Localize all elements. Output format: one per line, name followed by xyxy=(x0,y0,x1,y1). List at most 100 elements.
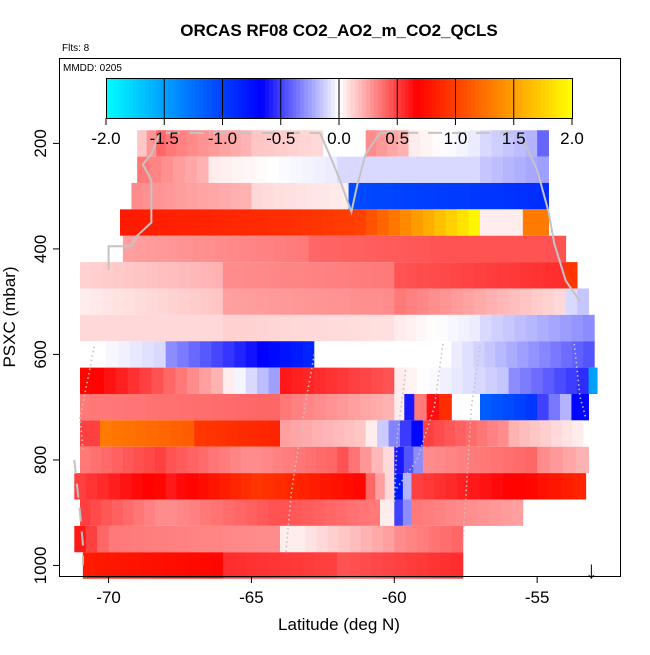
y-tick-label: 200 xyxy=(31,129,50,157)
heatmap-cell xyxy=(319,235,331,263)
heatmap-cell xyxy=(537,473,550,500)
colorbar-swatch xyxy=(183,78,188,118)
colorbar-swatch xyxy=(385,78,390,118)
heatmap-cell xyxy=(495,341,507,368)
heatmap-cell xyxy=(175,367,188,394)
colorbar-swatch xyxy=(187,78,192,118)
heatmap-cell xyxy=(529,420,541,447)
heatmap-cell xyxy=(462,288,475,315)
heatmap-cell xyxy=(164,552,177,579)
heatmap-cell xyxy=(316,525,329,553)
heatmap-cell xyxy=(290,156,303,183)
heatmap-cell xyxy=(234,341,247,368)
colorbar-swatch xyxy=(564,78,569,118)
heatmap-cell xyxy=(142,182,154,210)
heatmap-cell xyxy=(514,473,527,500)
heatmap-cell xyxy=(94,341,107,368)
heatmap-cell xyxy=(219,130,231,157)
colorbar-swatch xyxy=(133,78,138,118)
colorbar-swatch xyxy=(195,78,200,118)
colorbar-swatch xyxy=(164,78,169,118)
heatmap-cell xyxy=(257,552,269,579)
colorbar-swatch xyxy=(455,78,460,118)
heatmap-cell xyxy=(168,393,181,421)
heatmap-cell xyxy=(139,367,152,394)
heatmap-cell xyxy=(155,446,167,474)
heatmap-cell xyxy=(402,473,412,500)
heatmap-cell xyxy=(294,446,306,474)
flight-track-line xyxy=(393,343,444,493)
heatmap-cell xyxy=(458,156,470,183)
heatmap-cell xyxy=(257,262,269,289)
heatmap-cell xyxy=(219,446,231,474)
heatmap-cell xyxy=(302,552,315,579)
heatmap-cell xyxy=(315,446,327,474)
heatmap-cell xyxy=(542,262,555,289)
heatmap-cell xyxy=(156,288,169,315)
colorbar-swatch xyxy=(140,78,146,118)
heatmap-cell xyxy=(231,156,245,183)
colorbar-swatch xyxy=(513,78,519,118)
heatmap-cell xyxy=(478,499,490,526)
heatmap-cell xyxy=(313,499,325,526)
heatmap-cell xyxy=(331,473,344,500)
colorbar-tick-label: -2.0 xyxy=(91,129,120,148)
heatmap-cell xyxy=(539,341,551,368)
heatmap-cell xyxy=(554,367,567,394)
heatmap-cell xyxy=(285,473,298,500)
heatmap-cell xyxy=(134,235,147,263)
heatmap-cell xyxy=(178,314,191,342)
y-tick-label: 800 xyxy=(31,446,50,474)
heatmap-cell xyxy=(245,367,258,394)
colorbar-tick-label: 0.0 xyxy=(327,129,351,148)
colorbar-swatch xyxy=(253,78,258,118)
heatmap-cell xyxy=(357,499,370,526)
heatmap-cell xyxy=(197,473,209,500)
colorbar-swatch xyxy=(498,78,503,118)
heatmap-cell xyxy=(218,182,231,210)
heatmap-cell xyxy=(224,393,236,421)
heatmap-cell xyxy=(394,341,407,368)
heatmap-cell xyxy=(204,235,217,263)
heatmap-cell xyxy=(268,552,281,579)
heatmap-cell xyxy=(133,446,145,474)
heatmap-cell xyxy=(240,473,252,500)
heatmap-cell xyxy=(375,473,386,500)
colorbar-swatch xyxy=(525,78,530,118)
heatmap-cell xyxy=(565,367,578,394)
colorbar-swatch xyxy=(272,78,278,118)
heatmap-cell xyxy=(397,130,409,157)
heatmap-cell xyxy=(113,393,125,421)
heatmap-cell xyxy=(405,552,418,579)
heatmap-cell xyxy=(394,499,404,526)
heatmap-cell xyxy=(525,473,538,500)
y-tick-label: 1000 xyxy=(31,546,50,584)
colorbar-swatch xyxy=(401,78,406,118)
heatmap-cell xyxy=(115,367,129,394)
chart-title: ORCAS RF08 CO2_AO2_m_CO2_QCLS xyxy=(180,21,497,40)
heatmap-cell xyxy=(415,182,427,210)
heatmap-cell xyxy=(234,499,247,526)
heatmap-cell xyxy=(359,156,371,183)
colorbar-swatch xyxy=(370,78,375,118)
heatmap-cell xyxy=(257,393,270,421)
heatmap-cell xyxy=(514,130,527,157)
heatmap-cell xyxy=(371,341,384,368)
heatmap-cell xyxy=(432,130,445,157)
heatmap-cells xyxy=(74,130,598,579)
heatmap-cell xyxy=(165,209,178,236)
heatmap-cell xyxy=(80,314,92,342)
heatmap-cell xyxy=(245,499,258,526)
heatmap-cell xyxy=(257,209,269,236)
heatmap-cell xyxy=(215,420,227,447)
heatmap-cell xyxy=(291,288,304,315)
colorbar-swatch xyxy=(346,78,352,118)
heatmap-cell xyxy=(314,341,327,368)
heatmap-cell xyxy=(439,393,452,421)
heatmap-cell xyxy=(211,262,224,289)
heatmap-cell xyxy=(234,314,247,342)
heatmap-cell xyxy=(199,552,212,579)
heatmap-cell xyxy=(90,288,103,315)
x-tick-label: -55 xyxy=(525,588,550,607)
heatmap-cell xyxy=(108,525,121,553)
